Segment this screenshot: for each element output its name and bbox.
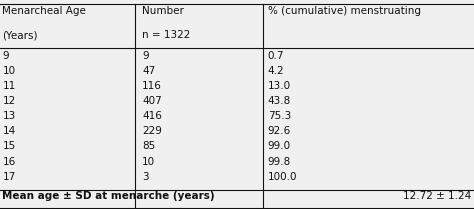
Text: 10: 10: [142, 157, 155, 167]
Text: 9: 9: [2, 51, 9, 61]
Text: 16: 16: [2, 157, 16, 167]
Text: 43.8: 43.8: [268, 96, 291, 106]
Text: 3: 3: [142, 172, 149, 182]
Text: n = 1322: n = 1322: [142, 30, 191, 40]
Text: 13.0: 13.0: [268, 81, 291, 91]
Text: % (cumulative) menstruating: % (cumulative) menstruating: [268, 6, 421, 16]
Text: 13: 13: [2, 111, 16, 121]
Text: 10: 10: [2, 66, 16, 76]
Text: 116: 116: [142, 81, 162, 91]
Text: 15: 15: [2, 141, 16, 152]
Text: 12: 12: [2, 96, 16, 106]
Text: 407: 407: [142, 96, 162, 106]
Text: 99.0: 99.0: [268, 141, 291, 152]
Text: Mean age ± SD at menarche (years): Mean age ± SD at menarche (years): [2, 191, 215, 201]
Text: 0.7: 0.7: [268, 51, 284, 61]
Text: 4.2: 4.2: [268, 66, 284, 76]
Text: 75.3: 75.3: [268, 111, 291, 121]
Text: 47: 47: [142, 66, 155, 76]
Text: 416: 416: [142, 111, 162, 121]
Text: (Years): (Years): [2, 30, 38, 40]
Text: 17: 17: [2, 172, 16, 182]
Text: 92.6: 92.6: [268, 126, 291, 136]
Text: Number: Number: [142, 6, 184, 16]
Text: 11: 11: [2, 81, 16, 91]
Text: Menarcheal Age: Menarcheal Age: [2, 6, 86, 16]
Text: 99.8: 99.8: [268, 157, 291, 167]
Text: 229: 229: [142, 126, 162, 136]
Text: 100.0: 100.0: [268, 172, 297, 182]
Text: 85: 85: [142, 141, 155, 152]
Text: 12.72 ± 1.24: 12.72 ± 1.24: [403, 191, 472, 201]
Text: 9: 9: [142, 51, 149, 61]
Text: 14: 14: [2, 126, 16, 136]
